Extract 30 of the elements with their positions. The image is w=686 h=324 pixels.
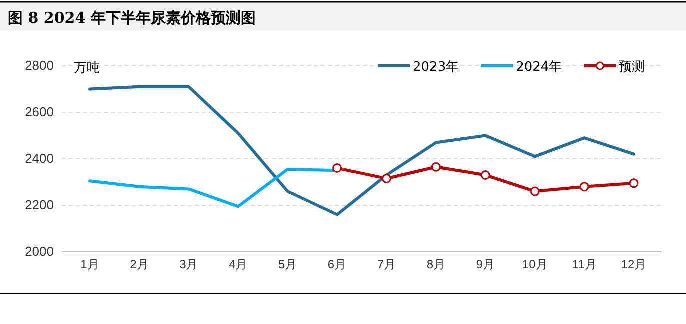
y-tick-label: 2800 [25, 58, 54, 74]
x-tick-label: 5月 [278, 258, 298, 272]
x-tick-label: 3月 [180, 258, 198, 272]
x-tick-label: 11月 [572, 258, 597, 272]
x-tick-label: 9月 [476, 258, 495, 272]
point [431, 162, 441, 172]
x-tick-label: 2月 [130, 258, 149, 272]
point [629, 178, 639, 188]
point [382, 174, 392, 184]
y-tick-label: 2000 [25, 244, 54, 260]
legend-label: 2024年 [516, 60, 562, 75]
x-tick-label: 12月 [621, 258, 647, 272]
point [580, 182, 590, 192]
x-tick-label: 1月 [80, 258, 100, 272]
line-series [88, 85, 636, 216]
x-tick-label: 7月 [377, 258, 396, 272]
x-tick-label: 6月 [328, 258, 347, 272]
y-tick-label: 2200 [25, 198, 54, 213]
y-tick-label: 2600 [25, 104, 54, 120]
x-tick-label: 10月 [522, 258, 548, 272]
chart-title: 图 8 2024 年下半年尿素价格预测图 [8, 9, 256, 27]
point [332, 164, 342, 174]
point [480, 170, 490, 180]
x-tick-label: 4月 [229, 258, 248, 272]
x-tick-label: 8月 [426, 258, 446, 272]
legend-label: 2023年 [413, 60, 460, 75]
y-axis-title: 万吨 [74, 61, 100, 76]
point [530, 186, 540, 196]
y-tick-label: 2400 [25, 151, 54, 166]
legend-label: 预测 [619, 60, 646, 75]
